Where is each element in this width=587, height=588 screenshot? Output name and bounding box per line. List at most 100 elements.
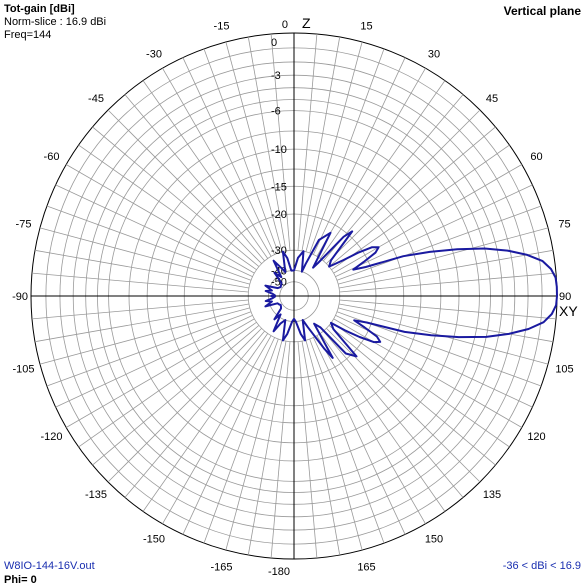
angle-label: 0 — [282, 19, 288, 31]
grid-spoke — [339, 299, 557, 320]
norm-slice-label: Norm-slice : 16.9 dBi — [4, 16, 107, 28]
grid-spoke — [313, 57, 406, 255]
pattern-trace — [264, 230, 558, 359]
angle-label: -60 — [44, 151, 60, 163]
grid-spoke — [301, 341, 341, 556]
grid-spoke — [78, 144, 257, 271]
radiation-pattern-series — [264, 230, 558, 359]
z-axis-marker: Z — [302, 15, 311, 31]
freq-label: Freq=144 — [4, 29, 52, 41]
grid-spoke — [316, 335, 426, 524]
angle-label: -105 — [12, 364, 34, 376]
grid-spoke — [39, 307, 250, 365]
grid-spoke — [333, 318, 522, 428]
angle-label: 135 — [483, 489, 501, 501]
grid-spoke — [301, 36, 341, 251]
angle-label: -135 — [85, 489, 107, 501]
radial-tick-labels: 0-3-6-10-15-20-30-40-50 — [271, 37, 287, 289]
grid-spoke — [335, 184, 533, 277]
main-axes — [31, 33, 557, 559]
grid-spoke — [247, 341, 287, 556]
grid-spoke — [31, 299, 249, 320]
grid-spoke — [31, 272, 249, 293]
grid-spoke — [316, 67, 426, 257]
angle-label: 60 — [530, 151, 542, 163]
grid-spoke — [336, 205, 542, 281]
angle-label: -165 — [210, 562, 232, 574]
grid-spoke — [65, 164, 255, 274]
radial-tick-label: -6 — [271, 106, 281, 118]
angle-label: -120 — [40, 431, 62, 443]
grid-spoke — [270, 341, 291, 559]
radial-tick-label: -20 — [271, 209, 287, 221]
angle-labels: 0 153045607590105120135150165-180-165-150… — [12, 19, 574, 578]
grid-spoke — [182, 57, 275, 255]
grid-spoke — [297, 33, 318, 251]
grid-spoke — [182, 337, 275, 535]
radial-tick-label: -10 — [271, 144, 287, 156]
grid-spoke — [335, 315, 533, 408]
grid-spoke — [339, 303, 554, 343]
grid-spoke — [338, 227, 549, 285]
grid-spoke — [39, 227, 250, 285]
grid-spoke — [65, 318, 255, 428]
grid-spoke — [333, 164, 522, 274]
grid-spoke — [142, 80, 269, 259]
grid-spoke — [305, 340, 363, 551]
grid-spoke — [46, 311, 252, 387]
grid-spoke — [203, 48, 279, 254]
grid-spoke — [124, 330, 265, 498]
grid-spoke — [323, 330, 464, 498]
file-name-label: W8IO-144-16V.out — [4, 560, 95, 572]
angle-label: -45 — [88, 93, 104, 105]
grid-spoke — [78, 321, 257, 448]
radial-tick-label: -15 — [271, 181, 287, 193]
angle-label: 105 — [555, 364, 573, 376]
xy-axis-marker: XY — [559, 303, 578, 319]
phi-label: Phi= 0 — [4, 574, 37, 586]
grid-spoke — [92, 126, 260, 267]
grid-spoke — [331, 144, 510, 271]
plane-label: Vertical plane — [503, 4, 581, 18]
header-block: Tot-gain [dBi] Norm-slice : 16.9 dBi Fre… — [4, 3, 106, 42]
angle-label: 75 — [558, 219, 570, 231]
grid-spoke — [46, 205, 252, 281]
grid-spoke — [319, 333, 446, 512]
gain-range-label: -36 < dBi < 16.9 — [502, 560, 581, 572]
angle-label: 15 — [360, 21, 372, 33]
grid-spoke — [247, 36, 287, 251]
axis-markers: Z XY — [302, 15, 578, 319]
chart-title: Tot-gain [dBi] — [4, 3, 75, 15]
grid-spoke — [92, 325, 260, 466]
angle-label: 90 — [559, 291, 571, 303]
grid-spoke — [297, 341, 318, 559]
grid-spoke — [34, 249, 249, 289]
grid-spoke — [309, 48, 385, 254]
grid-spoke — [331, 321, 510, 448]
grid-spoke — [339, 249, 554, 289]
grid-spoke — [309, 338, 385, 544]
angle-label: -30 — [146, 49, 162, 61]
grid-spoke — [203, 338, 279, 544]
grid-spoke — [326, 328, 481, 483]
angle-label: -150 — [143, 534, 165, 546]
grid-spoke — [305, 41, 363, 252]
angle-label: 120 — [527, 431, 545, 443]
angle-label: 45 — [486, 93, 498, 105]
grid-spoke — [270, 33, 291, 251]
grid-spoke — [319, 80, 446, 259]
angle-label: 30 — [428, 49, 440, 61]
grid-spoke — [339, 272, 557, 293]
grid-spokes — [31, 33, 557, 559]
angle-label: 150 — [425, 534, 443, 546]
angle-label: 165 — [357, 562, 375, 574]
angle-label: -75 — [16, 219, 32, 231]
grid-spoke — [162, 67, 272, 257]
grid-spoke — [142, 333, 269, 512]
grid-spoke — [55, 315, 253, 408]
grid-spoke — [162, 335, 272, 524]
grid-spoke — [124, 94, 265, 262]
angle-label: -90 — [12, 291, 28, 303]
grid-spoke — [225, 41, 283, 252]
grid-spoke — [328, 325, 496, 466]
